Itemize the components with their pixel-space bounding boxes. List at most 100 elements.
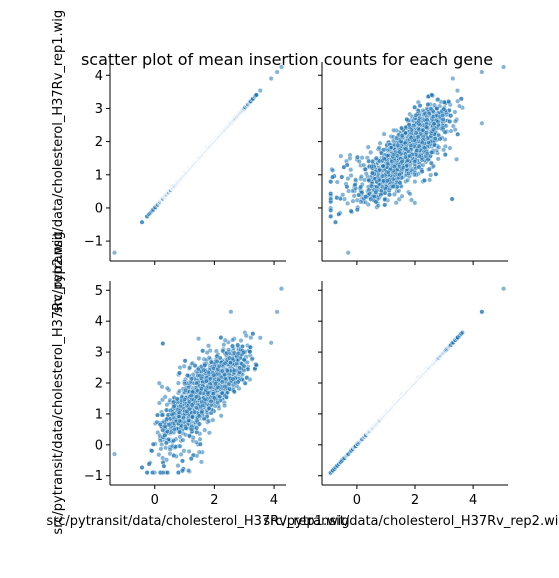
data-point xyxy=(373,155,379,161)
data-point xyxy=(449,196,455,202)
data-point xyxy=(398,138,404,144)
data-point xyxy=(455,88,461,94)
data-point xyxy=(381,131,387,137)
data-point xyxy=(428,172,434,178)
data-point xyxy=(442,129,448,135)
data-point xyxy=(274,69,280,75)
data-point xyxy=(268,75,274,81)
data-point xyxy=(399,125,405,131)
data-point xyxy=(370,170,376,176)
data-point xyxy=(390,184,396,190)
y-tick-label: −1 xyxy=(84,235,103,250)
panel-top-right xyxy=(318,62,508,265)
data-point xyxy=(426,166,432,172)
data-point xyxy=(384,178,390,184)
data-point xyxy=(376,145,382,151)
data-point xyxy=(409,127,415,133)
data-point xyxy=(348,208,354,214)
data-point xyxy=(412,104,418,110)
data-point xyxy=(377,167,383,173)
data-point xyxy=(421,177,427,183)
data-point xyxy=(442,152,448,158)
data-point xyxy=(353,177,359,183)
data-point xyxy=(139,219,145,225)
data-point xyxy=(441,147,447,153)
data-point xyxy=(394,184,400,190)
data-point xyxy=(336,211,342,217)
data-point xyxy=(417,103,423,109)
data-point xyxy=(393,200,399,206)
data-point xyxy=(373,189,379,195)
data-point xyxy=(368,149,374,155)
data-point xyxy=(395,153,401,159)
data-point xyxy=(406,122,412,128)
data-point xyxy=(501,64,507,70)
data-point xyxy=(382,197,388,203)
data-point xyxy=(395,142,401,148)
data-point xyxy=(379,150,385,156)
data-point xyxy=(435,96,441,102)
data-point xyxy=(387,192,393,198)
data-point xyxy=(411,172,417,178)
data-point xyxy=(345,200,351,206)
data-point xyxy=(378,192,384,198)
panels: −101234src/pytransit/data/cholesterol_H3… xyxy=(46,10,559,535)
data-point xyxy=(425,101,431,107)
data-point xyxy=(425,156,431,162)
data-point xyxy=(431,127,437,133)
data-point xyxy=(365,144,371,150)
data-point xyxy=(356,159,362,165)
data-point xyxy=(354,154,360,160)
data-point xyxy=(382,202,388,208)
data-point xyxy=(424,150,430,156)
data-point xyxy=(432,142,438,148)
data-point xyxy=(341,164,347,170)
data-point xyxy=(397,172,403,178)
data-point xyxy=(338,153,344,159)
data-point xyxy=(414,148,420,154)
data-point xyxy=(376,177,382,183)
data-point xyxy=(330,167,336,173)
data-point xyxy=(389,158,395,164)
data-point xyxy=(358,184,364,190)
data-point xyxy=(399,133,405,139)
data-point xyxy=(391,164,397,170)
y-tick-label: 1 xyxy=(95,168,103,183)
data-point xyxy=(391,127,397,133)
data-point xyxy=(352,182,358,188)
data-point xyxy=(158,446,164,452)
data-point xyxy=(428,106,434,112)
data-point xyxy=(437,136,443,142)
data-point xyxy=(422,145,428,151)
data-point xyxy=(175,463,181,469)
data-point xyxy=(345,250,351,256)
data-point xyxy=(111,250,117,256)
data-point xyxy=(363,171,369,177)
data-point xyxy=(330,174,336,180)
data-point xyxy=(350,198,356,204)
y-tick-label: 2 xyxy=(95,135,103,150)
data-point xyxy=(448,128,454,134)
data-point xyxy=(429,92,435,98)
data-point xyxy=(435,119,441,125)
data-point xyxy=(368,183,374,189)
data-point xyxy=(411,137,417,143)
data-point xyxy=(447,145,453,151)
data-point xyxy=(479,120,485,126)
data-point xyxy=(392,191,398,197)
data-point xyxy=(428,160,434,166)
data-point xyxy=(400,164,406,170)
data-point xyxy=(328,213,334,219)
data-point xyxy=(342,196,348,202)
data-point xyxy=(443,123,449,129)
data-point xyxy=(344,184,350,190)
y-tick-label: 3 xyxy=(95,102,103,117)
data-point xyxy=(380,163,386,169)
data-point xyxy=(354,207,360,213)
data-point xyxy=(403,146,409,152)
data-point xyxy=(458,96,464,102)
data-point xyxy=(253,92,259,98)
data-point xyxy=(404,116,410,122)
